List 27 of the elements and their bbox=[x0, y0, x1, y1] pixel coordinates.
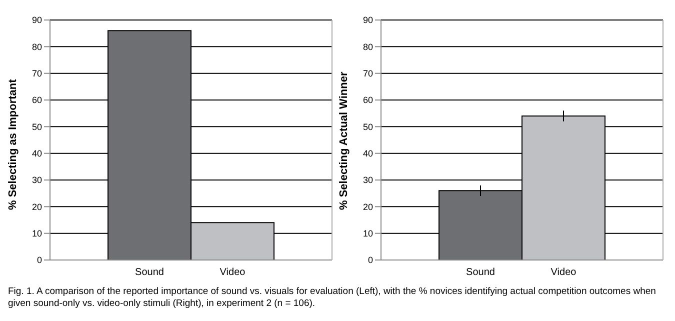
y-tick-label: 0 bbox=[368, 255, 373, 266]
caption: Fig. 1. A comparison of the reported importance of sound vs. visuals for evaluation (Left), with the % novices identifying actual competition outcomes when given sound-only vs. video-only stimuli (Right), in experiment 2 (n = 106). bbox=[8, 286, 657, 310]
y-tick-label: 0 bbox=[36, 255, 42, 266]
y-tick-label: 70 bbox=[362, 68, 373, 79]
x-tick-label: Video bbox=[220, 267, 246, 278]
y-tick-label: 20 bbox=[362, 202, 373, 212]
x-tick-label: Sound bbox=[466, 267, 495, 278]
x-tick-label: Sound bbox=[135, 267, 164, 278]
y-axis-title: % Selecting as Important bbox=[6, 78, 19, 210]
y-tick-label: 30 bbox=[32, 175, 42, 186]
y-tick-label: 30 bbox=[362, 175, 373, 186]
y-tick-label: 90 bbox=[362, 15, 373, 26]
y-tick-label: 20 bbox=[32, 202, 42, 212]
y-tick-label: 10 bbox=[32, 228, 42, 239]
y-tick-label: 70 bbox=[32, 68, 42, 79]
y-tick-label: 60 bbox=[32, 95, 42, 106]
y-tick-label: 60 bbox=[362, 95, 373, 106]
y-tick-label: 90 bbox=[32, 15, 42, 26]
y-tick-label: 10 bbox=[362, 228, 373, 239]
y-tick-label: 50 bbox=[362, 122, 373, 132]
y-tick-label: 80 bbox=[362, 42, 373, 52]
y-tick-label: 40 bbox=[362, 148, 373, 159]
y-tick-label: 80 bbox=[32, 42, 42, 52]
y-tick-label: 50 bbox=[32, 122, 42, 132]
y-axis-title: % Selecting Actual Winner bbox=[338, 71, 350, 210]
x-tick-label: Video bbox=[550, 267, 577, 278]
y-tick-label: 40 bbox=[32, 148, 42, 159]
